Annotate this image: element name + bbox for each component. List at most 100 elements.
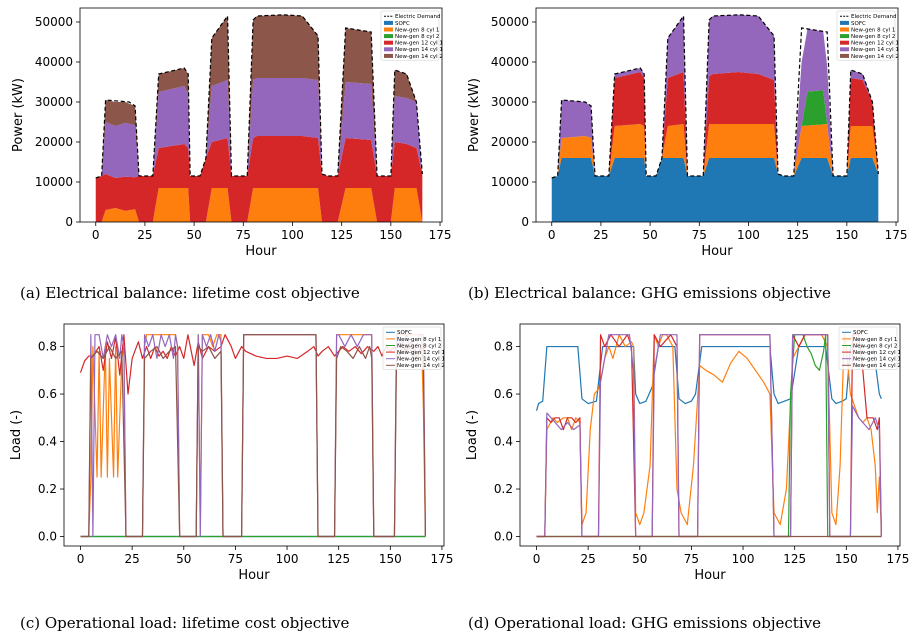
x-tick-label: 100 (276, 552, 299, 566)
chart-panel-a: 0 25 50 75 100 125 150 175 0 10000 20000 30000 40000… (0, 0, 456, 270)
plot-area (79, 334, 427, 538)
x-tick-label: 100 (732, 552, 755, 566)
line-new-gen-14-cyl-2 (80, 334, 427, 538)
axes-frame (63, 323, 445, 547)
x-tick-label: 0 (533, 552, 541, 566)
y-tick-label: 0.0 (38, 530, 57, 544)
legend-label: New-gen 12 cyl 1 (853, 350, 901, 356)
legend-box (838, 326, 898, 370)
legend-label: New-gen 8 cyl 1 (851, 27, 895, 33)
caption-d: (d) Operational load: GHG emissions obje… (468, 614, 821, 632)
legend-swatch (840, 47, 849, 52)
legend-box (836, 10, 896, 61)
area-new-gen-12-cyl-1 (551, 72, 879, 178)
legend-label: New-gen 8 cyl 2 (851, 34, 895, 40)
y-axis-label: Power (kW) (11, 78, 26, 152)
x-tick-label: 50 (176, 552, 191, 566)
legend-label: New-gen 14 cyl 1 (395, 47, 443, 53)
y-axis-label: Load (-) (465, 410, 480, 460)
y-tick-label: 0.2 (494, 482, 513, 496)
caption-a: (a) Electrical balance: lifetime cost ob… (20, 284, 360, 302)
line-electric-demand (551, 14, 879, 179)
area-new-gen-8-cyl-1 (95, 188, 423, 222)
y-tick-label: 0 (65, 215, 73, 229)
y-tick-label: 0.6 (494, 387, 513, 401)
plot-area (551, 14, 879, 222)
chart-panel-c: 0 25 50 75 100 125 150 175 0.0 0.2 0.4 0.6 0.8 Hour Lo… (0, 316, 456, 596)
y-tick-label: 50000 (491, 15, 529, 29)
legend-label: New-gen 12 cyl 1 (851, 41, 899, 47)
legend-swatch (840, 34, 849, 39)
legend-label: New-gen 14 cyl 2 (851, 54, 899, 60)
legend-label: New-gen 8 cyl 1 (853, 337, 897, 343)
x-tick-label: 0 (77, 552, 85, 566)
legend-label: New-gen 8 cyl 2 (397, 343, 441, 349)
x-tick-label: 125 (786, 228, 809, 242)
y-tick-label: 30000 (491, 95, 529, 109)
legend-label: New-gen 14 cyl 1 (851, 47, 899, 53)
legend-label: SOFC (395, 21, 410, 27)
area-new-gen-8-cyl-1 (551, 124, 879, 178)
x-tick-label: 25 (581, 552, 596, 566)
y-tick-label: 0.4 (38, 435, 57, 449)
legend-label: New-gen 14 cyl 2 (395, 54, 443, 60)
legend-swatch (384, 40, 393, 45)
legend-swatch (840, 20, 849, 25)
caption-c: (c) Operational load: lifetime cost obje… (20, 614, 350, 632)
axes-frame (79, 7, 443, 223)
legend-label: Electric Demand (395, 14, 440, 20)
y-tick-label: 0.8 (38, 340, 57, 354)
y-tick-label: 0.8 (494, 340, 513, 354)
legend-label: New-gen 14 cyl 1 (397, 357, 445, 363)
x-tick-label: 50 (632, 552, 647, 566)
x-tick-label: 125 (327, 552, 350, 566)
x-tick-label: 125 (783, 552, 806, 566)
x-tick-label: 75 (236, 228, 251, 242)
caption-b: (b) Electrical balance: GHG emissions ob… (468, 284, 831, 302)
y-tick-label: 0 (521, 215, 529, 229)
line-sofc (535, 345, 882, 411)
legend-swatch (384, 53, 393, 58)
x-tick-label: 150 (835, 552, 858, 566)
x-tick-label: 100 (281, 228, 304, 242)
y-tick-label: 10000 (491, 175, 529, 189)
line-new-gen-8-cyl-2 (536, 334, 882, 538)
chart-panel-d: 0 25 50 75 100 125 150 175 0.0 0.2 0.4 0.6 0.8 Hour Lo… (456, 316, 912, 596)
area-new-gen-14-cyl-2 (95, 14, 423, 178)
x-tick-label: 75 (692, 228, 707, 242)
legend-swatch (384, 34, 393, 39)
legend-swatch (384, 47, 393, 52)
axes-frame (519, 323, 901, 547)
legend-swatch (384, 20, 393, 25)
x-tick-label: 175 (429, 228, 452, 242)
legend-label: Electric Demand (851, 14, 896, 20)
chart-d: 0 25 50 75 100 125 150 175 0.0 0.2 0.4 0.6 0.8 Hour Lo… (465, 323, 909, 583)
y-tick-label: 40000 (491, 55, 529, 69)
x-tick-label: 175 (885, 228, 908, 242)
area-new-gen-14-cyl-1 (551, 14, 879, 178)
legend-label: New-gen 8 cyl 1 (397, 337, 441, 343)
legend-box (382, 326, 442, 370)
legend-swatch (840, 27, 849, 32)
legend-label: New-gen 8 cyl 1 (395, 27, 439, 33)
area-sofc (551, 158, 879, 222)
x-axis-label: Hour (694, 568, 726, 583)
x-tick-label: 25 (125, 552, 140, 566)
y-tick-label: 10000 (35, 175, 73, 189)
y-axis-label: Load (-) (9, 410, 24, 460)
x-tick-label: 150 (379, 228, 402, 242)
x-tick-label: 150 (379, 552, 402, 566)
y-axis-label: Power (kW) (467, 78, 482, 152)
x-axis-label: Hour (238, 568, 270, 583)
x-tick-label: 50 (642, 228, 657, 242)
legend-label: SOFC (851, 21, 866, 27)
x-tick-label: 50 (186, 228, 201, 242)
legend-swatch (840, 53, 849, 58)
x-tick-label: 150 (835, 228, 858, 242)
legend-label: New-gen 14 cyl 2 (853, 363, 901, 369)
y-tick-label: 20000 (35, 135, 73, 149)
legend-swatch (840, 40, 849, 45)
y-tick-label: 30000 (35, 95, 73, 109)
